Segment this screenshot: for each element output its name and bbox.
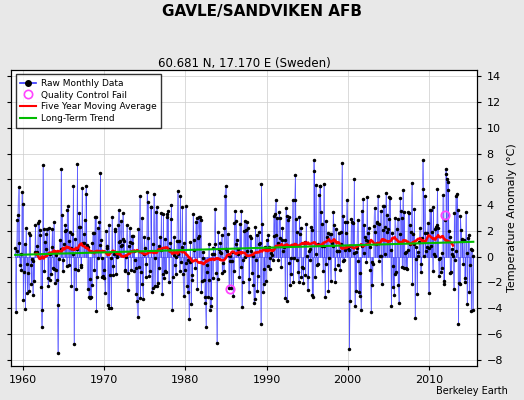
Y-axis label: Temperature Anomaly (°C): Temperature Anomaly (°C) xyxy=(507,144,517,292)
Title: 60.681 N, 17.170 E (Sweden): 60.681 N, 17.170 E (Sweden) xyxy=(158,57,331,70)
Legend: Raw Monthly Data, Quality Control Fail, Five Year Moving Average, Long-Term Tren: Raw Monthly Data, Quality Control Fail, … xyxy=(16,74,161,128)
Text: Berkeley Earth: Berkeley Earth xyxy=(436,386,508,396)
Text: GAVLE/SANDVIKEN AFB: GAVLE/SANDVIKEN AFB xyxy=(162,4,362,19)
